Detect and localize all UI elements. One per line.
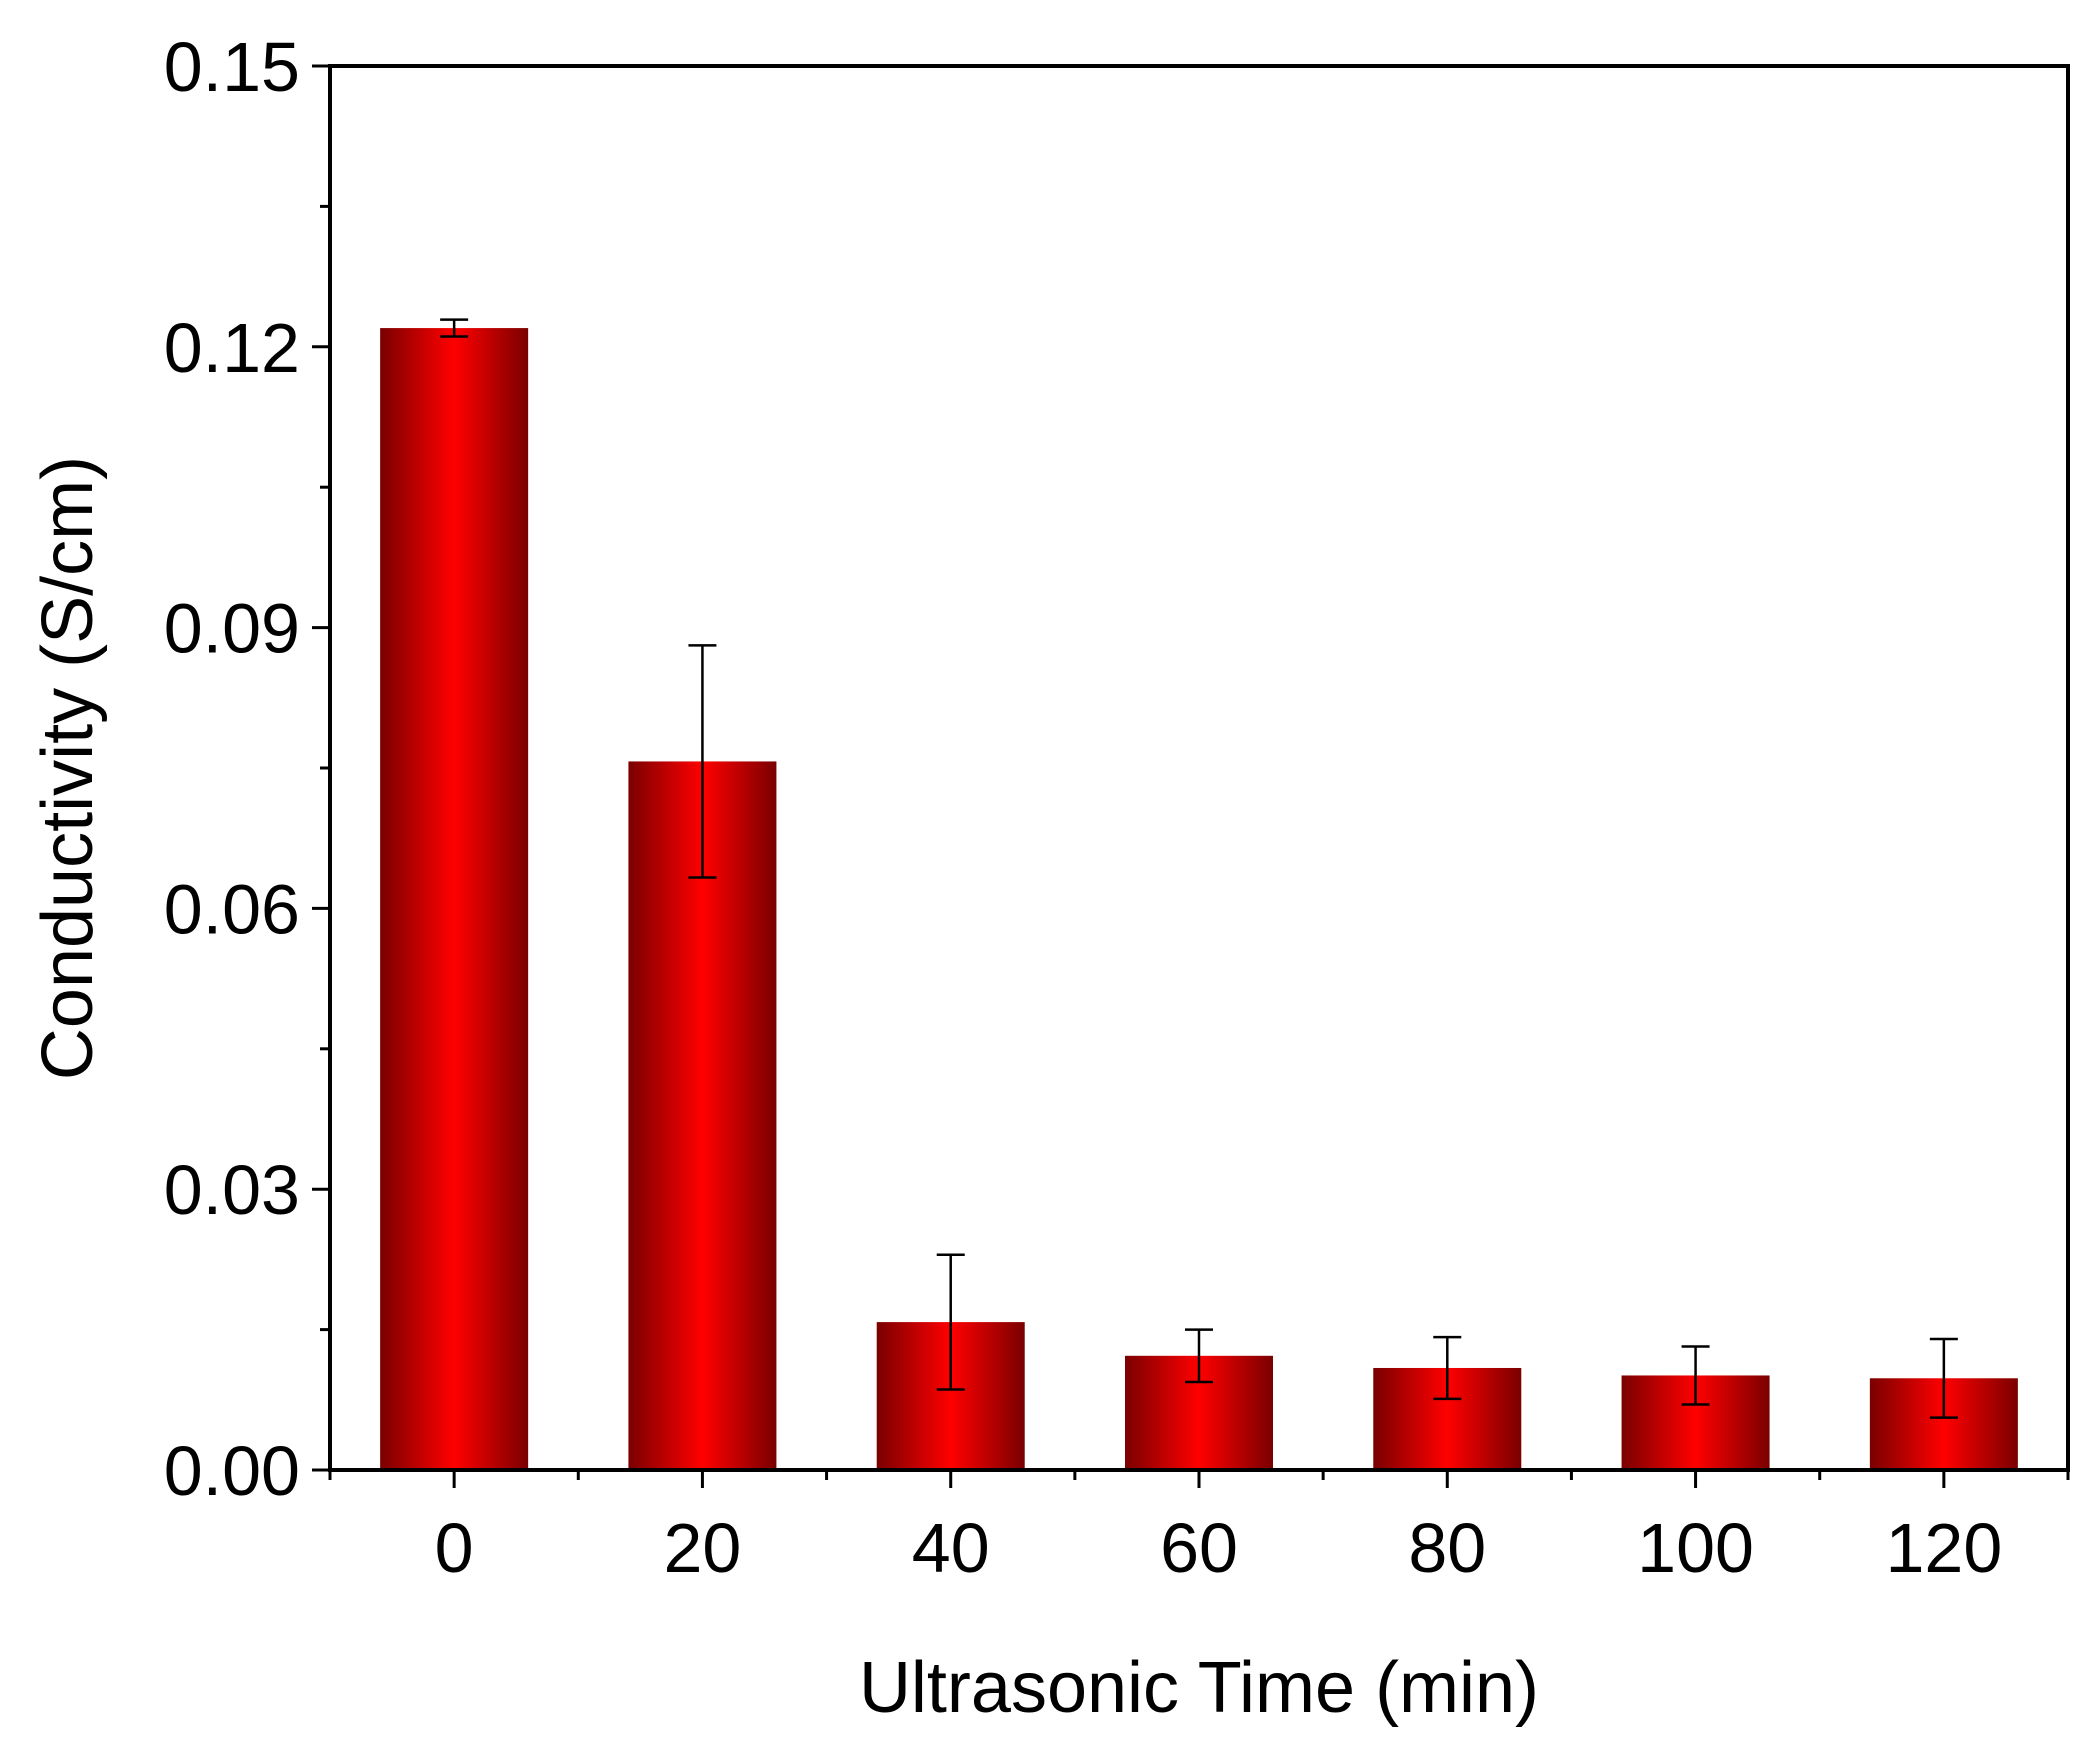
error-bar-100 (1681, 1345, 1710, 1406)
y-tick-label: 0.00 (164, 1432, 300, 1510)
x-axis-label: Ultrasonic Time (min) (859, 1648, 1539, 1728)
x-tick-label: 0 (435, 1509, 474, 1587)
x-tick-label: 20 (663, 1509, 741, 1587)
plot-frame (328, 64, 2070, 1472)
y-tick-label: 0.09 (164, 590, 300, 668)
error-bars-layer (440, 318, 1958, 1419)
error-bar-0 (440, 318, 469, 338)
error-bar-80 (1433, 1335, 1462, 1401)
y-tick-label: 0.12 (164, 309, 300, 387)
y-tick-label: 0.03 (164, 1151, 300, 1229)
y-axis-label: Conductivity (S/cm) (28, 456, 108, 1080)
x-tick-label: 120 (1885, 1509, 2002, 1587)
y-tick-label: 0.15 (164, 28, 300, 106)
error-bar-40 (936, 1253, 965, 1391)
error-bar-60 (1185, 1328, 1213, 1384)
error-bar-20 (688, 644, 717, 879)
bar-20 (628, 761, 777, 1470)
x-tick-label: 60 (1160, 1509, 1238, 1587)
y-tick-label: 0.06 (164, 870, 300, 948)
x-tick-label: 100 (1637, 1509, 1754, 1587)
bars-layer (380, 328, 2018, 1471)
axes-layer: 0 20 40 60 80 100 120 0.00 0.03 0.06 0.09 0.12 0.15 (164, 28, 2070, 1587)
x-tick-label: 40 (912, 1509, 990, 1587)
error-bar-120 (1929, 1337, 1958, 1419)
bar-0 (380, 328, 529, 1471)
x-tick-label: 80 (1408, 1509, 1486, 1587)
